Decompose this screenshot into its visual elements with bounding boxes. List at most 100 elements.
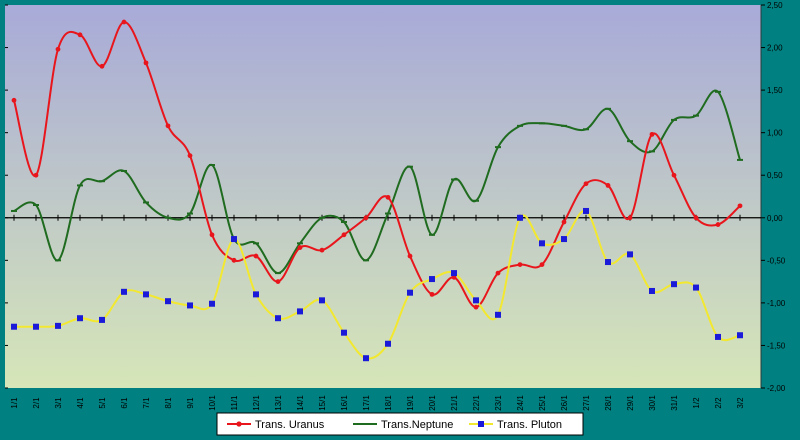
x-tick-label: 20/1 <box>428 395 437 411</box>
x-tick-label: 12/1 <box>252 395 261 411</box>
y-tick-label: -1,00 <box>767 299 786 308</box>
data-point <box>363 355 369 362</box>
data-point <box>341 329 347 336</box>
data-point <box>737 158 743 161</box>
data-point <box>253 291 259 298</box>
data-point <box>253 242 259 245</box>
y-tick-label: -2,00 <box>767 384 786 393</box>
data-point <box>495 146 501 149</box>
data-point <box>407 253 413 259</box>
x-tick-label: 23/1 <box>494 395 503 411</box>
data-point <box>55 46 61 52</box>
series-trans-uranus <box>11 19 743 310</box>
x-tick-label: 29/1 <box>626 395 635 411</box>
data-point <box>209 164 215 167</box>
data-point <box>297 242 303 245</box>
data-point <box>583 128 589 131</box>
data-point <box>33 172 39 178</box>
y-tick-label: 0,50 <box>767 171 783 180</box>
x-tick-label: 14/1 <box>296 395 305 411</box>
series-trans-pluton <box>11 207 743 362</box>
data-point <box>737 332 743 339</box>
x-tick-label: 16/1 <box>340 395 349 411</box>
data-point <box>627 251 633 258</box>
x-tick-label: 19/1 <box>406 395 415 411</box>
data-point <box>143 60 149 66</box>
x-tick-label: 3/2 <box>736 397 745 409</box>
x-tick-label: 15/1 <box>318 395 327 411</box>
data-point <box>99 180 105 183</box>
data-point <box>649 150 655 153</box>
data-point <box>539 122 545 125</box>
x-tick-label: 2/1 <box>32 397 41 409</box>
legend: Trans. Uranus Trans.Neptune Trans. Pluton <box>216 412 584 436</box>
x-tick-label: 4/1 <box>76 397 85 409</box>
data-point <box>99 63 105 69</box>
x-tick-label: 9/1 <box>186 397 195 409</box>
data-point <box>649 287 655 294</box>
data-point <box>385 212 391 215</box>
data-point <box>561 219 567 225</box>
data-point <box>693 284 699 291</box>
data-point <box>77 315 83 322</box>
data-point <box>429 233 435 236</box>
y-tick-label: -1,50 <box>767 341 786 350</box>
data-point <box>561 124 567 127</box>
data-point <box>209 232 215 238</box>
x-tick-label: 5/1 <box>98 397 107 409</box>
data-point <box>231 257 237 263</box>
data-point <box>561 236 567 243</box>
legend-item-trans-pluton: Trans. Pluton <box>469 419 562 431</box>
x-tick-label: 17/1 <box>362 395 371 411</box>
data-point <box>341 221 347 224</box>
x-tick-label: 27/1 <box>582 395 591 411</box>
x-tick-label: 22/1 <box>472 395 481 411</box>
data-point <box>517 262 523 267</box>
legend-item-trans-neptune: Trans.Neptune <box>353 419 453 431</box>
data-point <box>671 172 677 178</box>
y-tick-label: 1,00 <box>767 129 783 138</box>
data-point <box>319 297 325 304</box>
data-point <box>77 32 83 38</box>
data-point <box>77 184 83 187</box>
data-point <box>627 140 633 143</box>
data-point <box>583 207 589 214</box>
data-point <box>715 333 721 340</box>
data-point <box>473 297 479 304</box>
x-tick-label: 2/2 <box>714 397 723 409</box>
data-point <box>275 279 281 285</box>
x-tick-label: 1/1 <box>10 397 19 409</box>
data-point <box>605 183 611 188</box>
data-point <box>165 123 171 129</box>
series-line-trans-neptune <box>13 89 741 275</box>
data-point <box>231 236 237 243</box>
data-point <box>649 131 655 137</box>
data-point <box>297 308 303 315</box>
data-point <box>495 311 501 318</box>
x-tick-label: 31/1 <box>670 395 679 411</box>
data-point <box>517 124 523 127</box>
data-point <box>297 245 303 250</box>
data-point <box>187 302 193 309</box>
y-tick-label: 0,00 <box>767 214 783 223</box>
y-tick-label: 2,00 <box>767 44 783 53</box>
data-point <box>737 203 743 209</box>
data-point <box>121 288 127 295</box>
data-point <box>473 199 479 202</box>
x-tick-label: 24/1 <box>516 395 525 411</box>
data-point <box>473 304 479 310</box>
data-point <box>407 289 413 296</box>
x-tick-label: 1/2 <box>692 397 701 409</box>
data-point <box>319 216 325 219</box>
data-point <box>605 259 611 266</box>
data-point <box>275 272 281 275</box>
x-tick-label: 13/1 <box>274 395 283 411</box>
x-tick-label: 30/1 <box>648 395 657 411</box>
data-point <box>143 291 149 298</box>
x-axis-labels: 1/1 2/1 3/1 4/1 5/1 6/1 7/1 8/1 9/1 10/1 11/1 12/1 1… <box>10 395 745 411</box>
data-point <box>165 216 171 219</box>
data-point <box>33 204 39 207</box>
data-point <box>99 316 105 323</box>
data-point <box>429 291 435 297</box>
